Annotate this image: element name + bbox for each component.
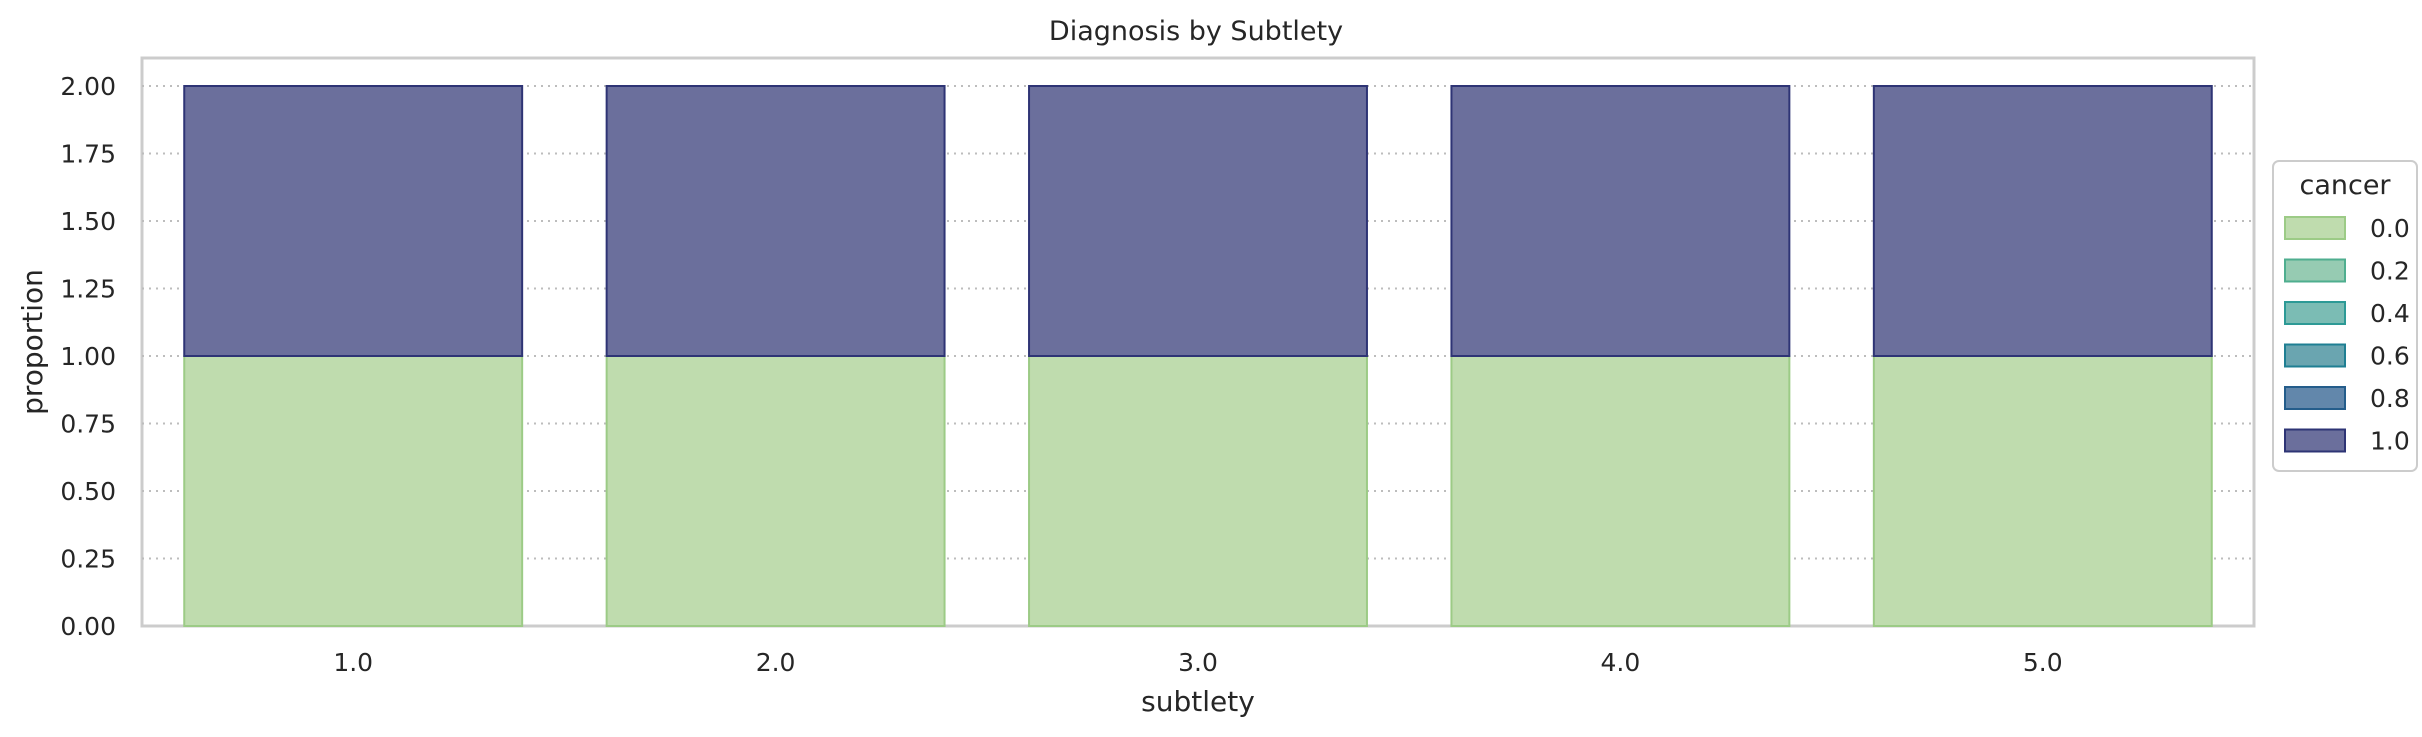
bar-segment-cancer-0-0-subtlety-4-0 (1450, 355, 1791, 627)
y-tick-label: 2.00 (60, 72, 116, 101)
bar-segment-cancer-0-0-subtlety-5-0 (1872, 355, 2213, 627)
legend-items: 0.0 0.2 0.4 0.6 0.8 1.0 (2284, 214, 2410, 456)
legend-title: cancer (2299, 170, 2391, 201)
y-tick-label: 0.25 (60, 545, 116, 574)
y-tick-labels: 0.00 0.25 0.50 0.75 1.00 1.25 1.50 1.75 2.00 (60, 72, 116, 641)
legend-swatch (2284, 258, 2346, 283)
bar-segment-cancer-1-0-subtlety-4-0 (1450, 85, 1791, 357)
legend-swatch (2284, 301, 2346, 325)
x-tick-label: 2.0 (756, 648, 796, 677)
legend-swatch (2284, 428, 2346, 453)
y-tick-label: 1.50 (60, 207, 116, 236)
x-tick-label: 5.0 (2023, 648, 2063, 677)
x-tick-labels: 1.0 2.0 3.0 4.0 5.0 (333, 648, 2062, 677)
legend-label: 0.4 (2370, 299, 2410, 328)
x-tick-label: 4.0 (1601, 648, 1641, 677)
x-axis-label: subtlety (1141, 685, 1255, 718)
y-tick-label: 0.75 (60, 410, 116, 439)
y-tick-label: 1.25 (60, 275, 116, 304)
legend-label: 0.2 (2370, 257, 2410, 286)
y-axis-label: proportion (16, 269, 49, 415)
legend-label: 0.8 (2370, 384, 2410, 413)
legend-swatch (2284, 386, 2346, 410)
y-tick-label: 1.75 (60, 140, 116, 169)
bar-segment-cancer-1-0-subtlety-5-0 (1872, 85, 2213, 357)
y-tick-label: 0.00 (60, 612, 116, 641)
legend-label: 1.0 (2370, 427, 2410, 456)
bar-segment-cancer-0-0-subtlety-1-0 (183, 355, 524, 627)
x-tick-label: 3.0 (1178, 648, 1218, 677)
bar-segment-cancer-1-0-subtlety-3-0 (1028, 85, 1368, 357)
y-tick-label: 1.00 (60, 342, 116, 371)
bars (183, 85, 2213, 627)
legend-label: 0.6 (2370, 342, 2410, 371)
legend-label: 0.0 (2370, 214, 2410, 243)
legend: cancer 0.0 0.2 0.4 0.6 0.8 1.0 (2272, 160, 2418, 472)
chart-title: Diagnosis by Subtlety (1049, 16, 1343, 47)
x-tick-label: 1.0 (333, 648, 373, 677)
bar-segment-cancer-1-0-subtlety-1-0 (183, 85, 524, 357)
bar-segment-cancer-0-0-subtlety-2-0 (605, 355, 946, 627)
bar-segment-cancer-1-0-subtlety-2-0 (605, 85, 946, 357)
y-tick-label: 0.50 (60, 477, 116, 506)
legend-swatch (2284, 343, 2346, 368)
legend-swatch (2284, 216, 2346, 240)
bar-segment-cancer-0-0-subtlety-3-0 (1028, 355, 1368, 627)
